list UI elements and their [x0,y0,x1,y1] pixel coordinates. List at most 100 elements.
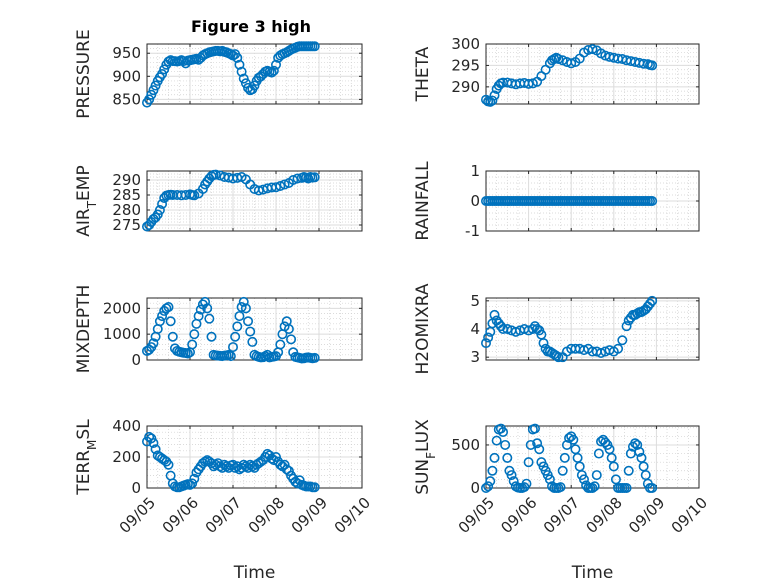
x-tick-label: 09/08 [583,494,626,537]
data-point [234,59,245,70]
y-tick-label: 200 [112,448,141,466]
data-point [529,423,540,434]
data-point [309,352,320,363]
data-point [532,438,543,449]
y-tick-label: 2000 [103,299,141,317]
data-point [485,476,496,487]
y-tick-label: 0 [470,479,480,497]
data-point [157,69,168,80]
series-markers [480,295,658,363]
data-point [247,336,258,347]
data-point [245,326,256,337]
data-point [146,89,157,100]
data-point [578,474,589,485]
data-point [275,181,286,192]
data-point [195,304,206,315]
x-tick-label: 09/09 [625,494,668,537]
data-point [489,90,500,101]
y-tick-label: -1 [465,222,480,240]
subplot-mixdepth: 0 1000 2000 MIXDEPTH [74,285,363,373]
y-tick-label: 0 [131,479,141,497]
series-markers [142,41,320,108]
data-point [491,435,502,446]
y-axis-label: TERRMSL [74,419,99,496]
data-point [483,332,494,343]
data-point [589,481,600,492]
data-point [572,452,583,463]
y-axis-label: AIRTEMP [74,165,99,236]
y-tick-label: 4 [470,320,480,338]
data-point [632,439,643,450]
y-tick-label: 850 [112,90,141,108]
x-tick-label: 09/06 [497,494,540,537]
data-point [534,444,545,455]
data-point [283,323,294,334]
data-point [234,311,245,322]
data-point [230,462,241,473]
data-point [527,323,538,334]
data-point [189,473,200,484]
data-point [249,80,260,91]
data-point [270,451,281,462]
data-point [148,338,159,349]
x-axis-label: Time [233,563,276,583]
y-axis-label: PRESSURE [74,29,94,118]
data-point [538,338,549,349]
x-tick-label: 09/08 [245,494,288,537]
axes-box [146,170,363,232]
data-point [286,334,297,345]
series-markers [142,296,320,364]
y-axis-label: THETA [413,46,433,102]
data-point [309,482,320,493]
data-point [275,459,286,470]
data-point [150,80,161,91]
data-point [309,41,320,52]
data-point [243,316,254,327]
data-point [623,465,634,476]
data-point [150,444,161,455]
y-tick-label: 0 [131,351,141,369]
data-point [225,351,236,362]
axes-box [146,43,363,105]
data-point [163,302,174,313]
y-tick-label: 1000 [103,325,141,343]
y-tick-label: 280 [112,201,141,219]
data-point [238,296,249,307]
data-point [557,465,568,476]
data-point [187,339,198,350]
data-point [165,316,176,327]
data-point [500,439,511,450]
data-point [159,64,170,75]
data-point [480,482,491,493]
data-point [228,342,239,353]
y-tick-label: 400 [112,417,141,435]
subplot-h2omixra: 3 4 5 H2OMIXRA [413,283,700,375]
data-point [163,459,174,470]
x-tick-label: 09/10 [331,494,374,537]
data-point [606,452,617,463]
data-point [621,321,632,332]
data-point [144,94,155,105]
data-point [210,169,221,180]
data-point [489,309,500,320]
data-point [200,296,211,307]
data-point [232,52,243,63]
data-point [600,437,611,448]
data-point [647,196,658,207]
data-point [568,434,579,445]
subplot-sun_flux: 0 500 09/05 09/06 09/07 09/08 09/09 09/10 Time SU… [413,419,711,583]
data-point [480,338,491,349]
y-tick-label: 950 [112,44,141,62]
data-point [510,326,521,337]
data-point [193,311,204,322]
y-tick-label: 1 [470,162,480,180]
data-point [551,350,562,361]
data-point [645,298,656,309]
data-point [157,311,168,322]
data-point [154,316,165,327]
data-point [566,58,577,69]
series-markers [142,431,320,493]
